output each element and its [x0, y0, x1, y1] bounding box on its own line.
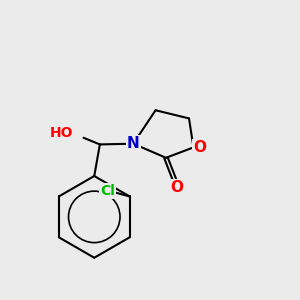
Text: HO: HO: [50, 126, 73, 140]
Text: Cl: Cl: [100, 184, 115, 198]
Text: O: O: [170, 180, 183, 195]
Text: O: O: [193, 140, 206, 155]
Text: N: N: [127, 136, 140, 151]
